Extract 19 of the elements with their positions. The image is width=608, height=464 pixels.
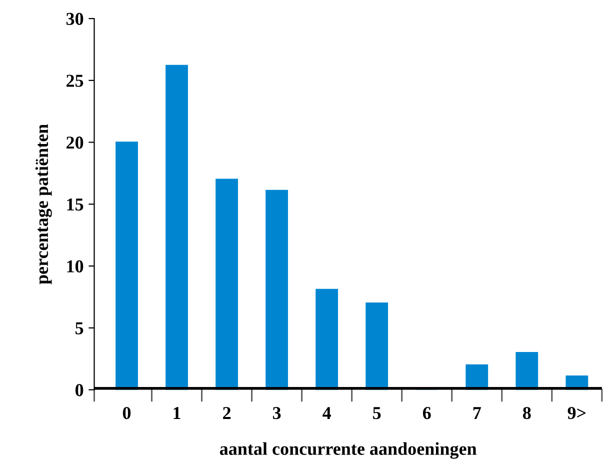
y-tick-label: 5 — [76, 322, 84, 334]
x-tick-label: 7 — [473, 407, 481, 419]
x-tick-label: 5 — [373, 407, 381, 420]
y-tick-label: 10 — [67, 260, 84, 272]
y-tick-label: 25 — [66, 74, 84, 87]
x-axis-title: aantal concurrente aandoeningen — [220, 442, 477, 459]
y-tick-label: 20 — [66, 136, 84, 149]
y-tick-label: 30 — [66, 12, 84, 25]
x-tick-label: 0 — [122, 406, 131, 420]
x-tick-label: 8 — [522, 406, 531, 420]
x-tick-label: 4 — [322, 407, 331, 419]
y-tick-label: 0 — [75, 384, 84, 396]
x-tick-label: 9> — [568, 407, 586, 420]
x-tick-label: 2 — [223, 407, 231, 419]
x-tick-label: 6 — [422, 407, 431, 420]
y-axis-title: percentage patiënten — [35, 124, 52, 284]
y-tick-label: 15 — [67, 198, 84, 211]
x-tick-label: 3 — [272, 407, 281, 420]
x-tick-label: 1 — [174, 407, 180, 419]
